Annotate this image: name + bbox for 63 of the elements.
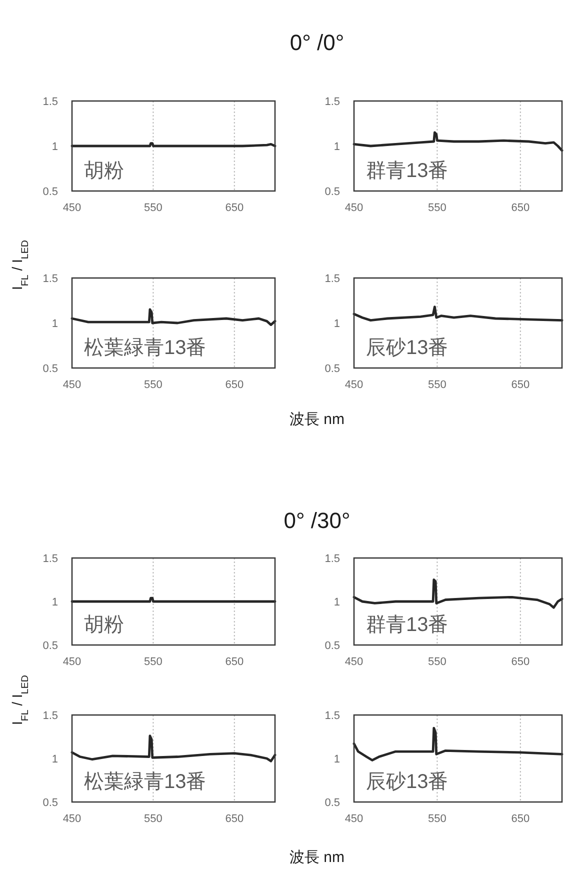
line-series [352, 306, 564, 322]
y-tick-label: 1 [334, 754, 340, 766]
y-tick-label: 1.5 [42, 553, 58, 565]
x-tick-label: 550 [428, 656, 446, 668]
x-tick-label: 550 [144, 656, 162, 668]
y-tick-label: 0.5 [42, 186, 58, 198]
y-tick-label: 1.5 [42, 96, 58, 108]
y-tick-label: 1.5 [324, 273, 340, 285]
x-tick-label: 450 [62, 813, 82, 825]
annotation: 胡粉 [84, 160, 124, 182]
x-tick-label: 450 [62, 656, 82, 668]
annotation: 辰砂13番 [366, 771, 448, 793]
x-tick-label: 450 [344, 656, 364, 668]
y-tick-label: 1.5 [42, 273, 58, 285]
y-tick-label: 1 [334, 596, 340, 608]
y-tick-label: 1 [52, 596, 58, 608]
line-series [352, 726, 564, 762]
x-tick-label: 550 [428, 813, 446, 825]
x-tick-label: 650 [511, 202, 530, 214]
line-series [352, 131, 564, 152]
x-tick-label: 650 [511, 813, 530, 825]
x-tick-label: 450 [62, 202, 82, 214]
y-tick-label: 0.5 [324, 640, 340, 652]
x-tick-label: 550 [144, 202, 162, 214]
x-tick-label: 550 [428, 202, 446, 214]
y-tick-label: 1 [52, 754, 58, 766]
x-tick-label: 450 [344, 813, 364, 825]
y-tick-label: 0.5 [42, 797, 58, 809]
x-tick-label: 650 [225, 379, 244, 391]
annotation: 松葉緑青13番 [84, 771, 206, 793]
y-tick-label: 0.5 [42, 363, 58, 375]
y-tick-label: 1.5 [42, 710, 58, 722]
annotation: 群青13番 [366, 614, 448, 636]
x-tick-label: 650 [511, 379, 530, 391]
annotation: 辰砂13番 [366, 337, 448, 359]
annotation: 胡粉 [84, 614, 124, 636]
y-tick-label: 1 [52, 318, 58, 330]
y-tick-label: 1 [334, 141, 340, 153]
x-tick-label: 450 [344, 379, 364, 391]
x-tick-label: 650 [225, 813, 244, 825]
y-tick-label: 1 [334, 318, 340, 330]
line-series [352, 578, 564, 609]
x-tick-label: 650 [511, 656, 530, 668]
x-tick-label: 450 [62, 379, 82, 391]
annotation: 松葉緑青13番 [84, 337, 206, 359]
x-tick-label: 650 [225, 202, 244, 214]
y-tick-label: 1.5 [324, 710, 340, 722]
y-tick-label: 0.5 [324, 363, 340, 375]
y-tick-label: 0.5 [42, 640, 58, 652]
x-tick-label: 550 [144, 379, 162, 391]
chart-title: 0° /30° [284, 508, 350, 533]
x-tick-label: 550 [144, 813, 162, 825]
y-tick-label: 1.5 [324, 553, 340, 565]
x-tick-label: 550 [428, 379, 446, 391]
annotation: 群青13番 [366, 160, 448, 182]
y-tick-label: 0.5 [324, 186, 340, 198]
line-series [70, 308, 276, 326]
x-tick-label: 450 [344, 202, 364, 214]
line-series [70, 734, 276, 762]
y-tick-label: 0.5 [324, 797, 340, 809]
x-tick-label: 650 [225, 656, 244, 668]
y-tick-label: 1.5 [324, 96, 340, 108]
y-tick-label: 1 [52, 141, 58, 153]
